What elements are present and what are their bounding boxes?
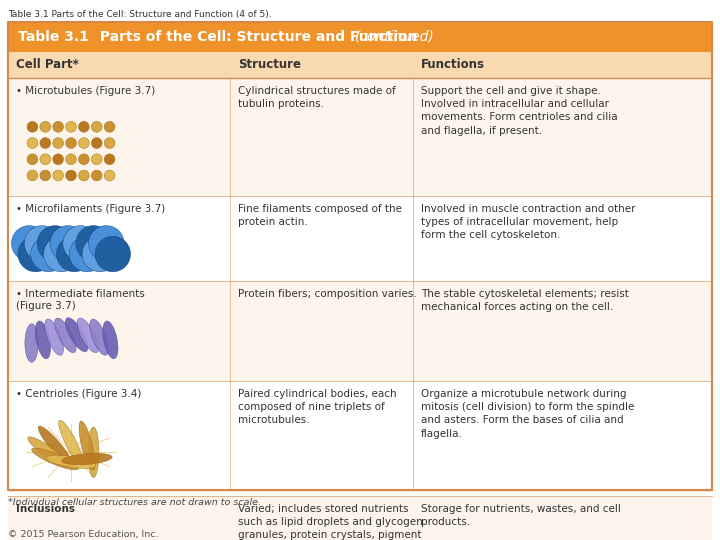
Ellipse shape [45, 319, 63, 355]
Bar [8, 78, 712, 196]
Circle shape [91, 154, 102, 165]
Text: Involved in muscle contraction and other
types of intracellular movement, help
f: Involved in muscle contraction and other… [420, 204, 635, 240]
Circle shape [31, 237, 66, 272]
Bar [8, 381, 712, 496]
Circle shape [95, 237, 130, 272]
Circle shape [91, 170, 102, 181]
Ellipse shape [55, 318, 76, 353]
Ellipse shape [35, 321, 50, 359]
Circle shape [69, 237, 105, 272]
Circle shape [53, 170, 63, 181]
Circle shape [76, 226, 112, 261]
Text: Cell Part*: Cell Part* [16, 58, 79, 71]
Bar [8, 52, 712, 78]
Ellipse shape [66, 318, 88, 352]
Ellipse shape [58, 420, 84, 465]
Circle shape [37, 226, 73, 261]
Circle shape [44, 237, 79, 272]
Text: Inclusions: Inclusions [16, 504, 75, 514]
Circle shape [66, 154, 76, 165]
Ellipse shape [46, 455, 96, 468]
Text: Fine filaments composed of the
protein actin.: Fine filaments composed of the protein a… [238, 204, 402, 227]
Text: • Centrioles (Figure 3.4): • Centrioles (Figure 3.4) [16, 389, 141, 399]
Ellipse shape [90, 319, 109, 355]
Bar [8, 22, 712, 490]
Text: *Individual cellular structures are not drawn to scale.: *Individual cellular structures are not … [8, 498, 261, 507]
Ellipse shape [32, 448, 78, 470]
Text: The stable cytoskeletal elements; resist
mechanical forces acting on the cell.: The stable cytoskeletal elements; resist… [420, 289, 629, 312]
Circle shape [78, 154, 89, 165]
Bar [8, 496, 712, 540]
Ellipse shape [77, 318, 99, 353]
Circle shape [66, 138, 76, 148]
Circle shape [78, 170, 89, 181]
Text: Varied; includes stored nutrients
such as lipid droplets and glycogen
granules, : Varied; includes stored nutrients such a… [238, 504, 423, 540]
Circle shape [63, 226, 99, 261]
Circle shape [27, 122, 38, 132]
Text: Functions: Functions [420, 58, 485, 71]
Text: • Microfilaments (Figure 3.7): • Microfilaments (Figure 3.7) [16, 204, 166, 214]
Circle shape [56, 237, 92, 272]
Circle shape [104, 122, 115, 132]
Circle shape [12, 226, 47, 261]
Text: Table 3.1: Table 3.1 [18, 30, 89, 44]
Bar [8, 22, 712, 52]
Text: Storage for nutrients, wastes, and cell
products.: Storage for nutrients, wastes, and cell … [420, 504, 621, 527]
Circle shape [82, 237, 117, 272]
Circle shape [78, 122, 89, 132]
Ellipse shape [62, 453, 112, 465]
Ellipse shape [79, 421, 95, 470]
Text: Protein fibers; composition varies.: Protein fibers; composition varies. [238, 289, 416, 299]
Circle shape [66, 122, 76, 132]
Circle shape [40, 122, 50, 132]
Text: Structure: Structure [238, 58, 301, 71]
Text: Parts of the Cell: Structure and Function: Parts of the Cell: Structure and Functio… [90, 30, 423, 44]
Circle shape [27, 154, 38, 165]
Bar [8, 281, 712, 381]
Circle shape [91, 138, 102, 148]
Text: Table 3.1 Parts of the Cell: Structure and Function (4 of 5).: Table 3.1 Parts of the Cell: Structure a… [8, 10, 271, 19]
Circle shape [53, 154, 63, 165]
Ellipse shape [103, 321, 118, 359]
Circle shape [18, 237, 53, 272]
Text: Cylindrical structures made of
tubulin proteins.: Cylindrical structures made of tubulin p… [238, 86, 395, 109]
Ellipse shape [88, 427, 99, 477]
Circle shape [53, 138, 63, 148]
Circle shape [104, 170, 115, 181]
Circle shape [104, 138, 115, 148]
Text: Support the cell and give it shape.
Involved in intracellular and cellular
movem: Support the cell and give it shape. Invo… [420, 86, 618, 136]
Circle shape [27, 170, 38, 181]
Circle shape [24, 226, 60, 261]
Circle shape [78, 138, 89, 148]
Text: Organize a microtubule network during
mitosis (cell division) to form the spindl: Organize a microtubule network during mi… [420, 389, 634, 438]
Circle shape [40, 138, 50, 148]
Text: Paired cylindrical bodies, each
composed of nine triplets of
microtubules.: Paired cylindrical bodies, each composed… [238, 389, 397, 426]
Circle shape [91, 122, 102, 132]
Circle shape [27, 138, 38, 148]
Text: © 2015 Pearson Education, Inc.: © 2015 Pearson Education, Inc. [8, 530, 158, 539]
Text: • Intermediate filaments
(Figure 3.7): • Intermediate filaments (Figure 3.7) [16, 289, 145, 310]
Circle shape [50, 226, 86, 261]
Circle shape [40, 170, 50, 181]
Circle shape [53, 122, 63, 132]
Circle shape [66, 170, 76, 181]
Bar [8, 196, 712, 281]
Text: (continued): (continued) [355, 30, 435, 44]
Ellipse shape [38, 426, 72, 465]
Ellipse shape [25, 324, 38, 362]
Text: • Microtubules (Figure 3.7): • Microtubules (Figure 3.7) [16, 86, 156, 96]
Circle shape [89, 226, 124, 261]
Ellipse shape [28, 437, 69, 468]
Circle shape [104, 154, 115, 165]
Circle shape [40, 154, 50, 165]
